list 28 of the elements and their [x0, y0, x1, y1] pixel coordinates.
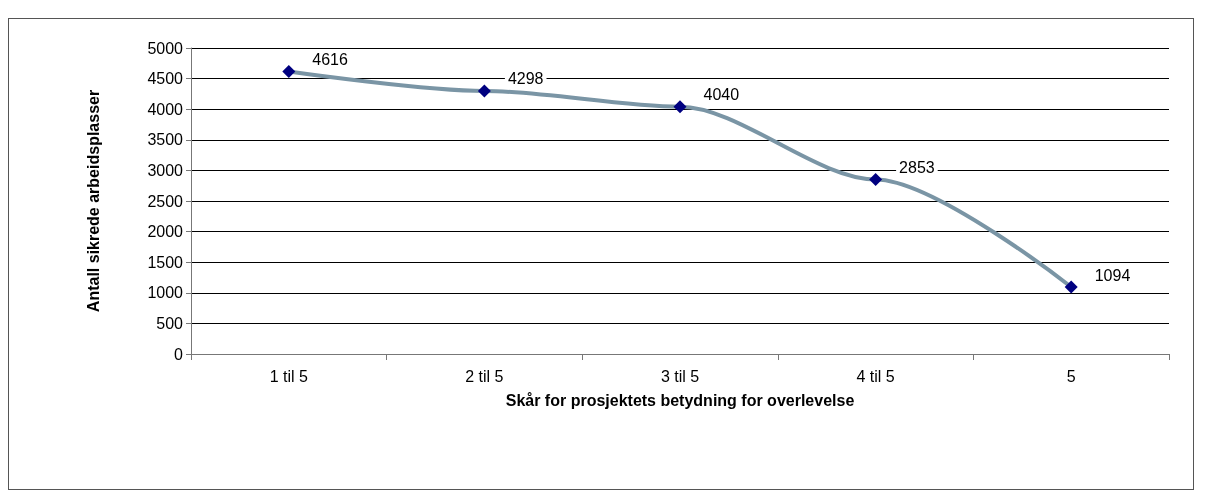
point — [282, 65, 296, 78]
y-tick-label: 3000 — [147, 161, 184, 179]
x-tick-label: 5 — [1066, 367, 1076, 385]
y-tick-label: 500 — [156, 314, 184, 332]
y-tick-label: 0 — [174, 345, 184, 363]
y-tick-label: 2000 — [147, 223, 184, 241]
x-tick-label: 2 til 5 — [465, 367, 504, 385]
point — [869, 172, 883, 186]
x-tick-label: 1 til 5 — [269, 367, 309, 385]
y-axis-title: Antall sikrede arbeidsplasser — [84, 89, 102, 313]
y-tick-label: 4000 — [147, 100, 184, 118]
data-label: 1094 — [1094, 266, 1131, 284]
data-label: 4040 — [703, 86, 740, 104]
y-tick-label: 1500 — [147, 253, 184, 271]
x-tick-label: 4 til 5 — [856, 367, 895, 385]
point — [673, 100, 687, 114]
y-tick-label: 3500 — [147, 131, 184, 149]
x-axis-title: Skår for prosjektets betydning for overlevelse — [505, 391, 855, 409]
data-label: 4298 — [507, 70, 544, 88]
data-label: 4616 — [312, 51, 348, 68]
point — [1064, 280, 1078, 294]
y-tick-label: 2500 — [147, 192, 184, 210]
data-label: 2853 — [899, 158, 935, 176]
y-tick-label: 1000 — [147, 284, 184, 302]
point — [477, 84, 491, 98]
y-tick-label: 5000 — [147, 39, 184, 57]
x-tick-label: 3 til 5 — [660, 367, 700, 385]
y-tick-label: 4500 — [147, 70, 184, 88]
